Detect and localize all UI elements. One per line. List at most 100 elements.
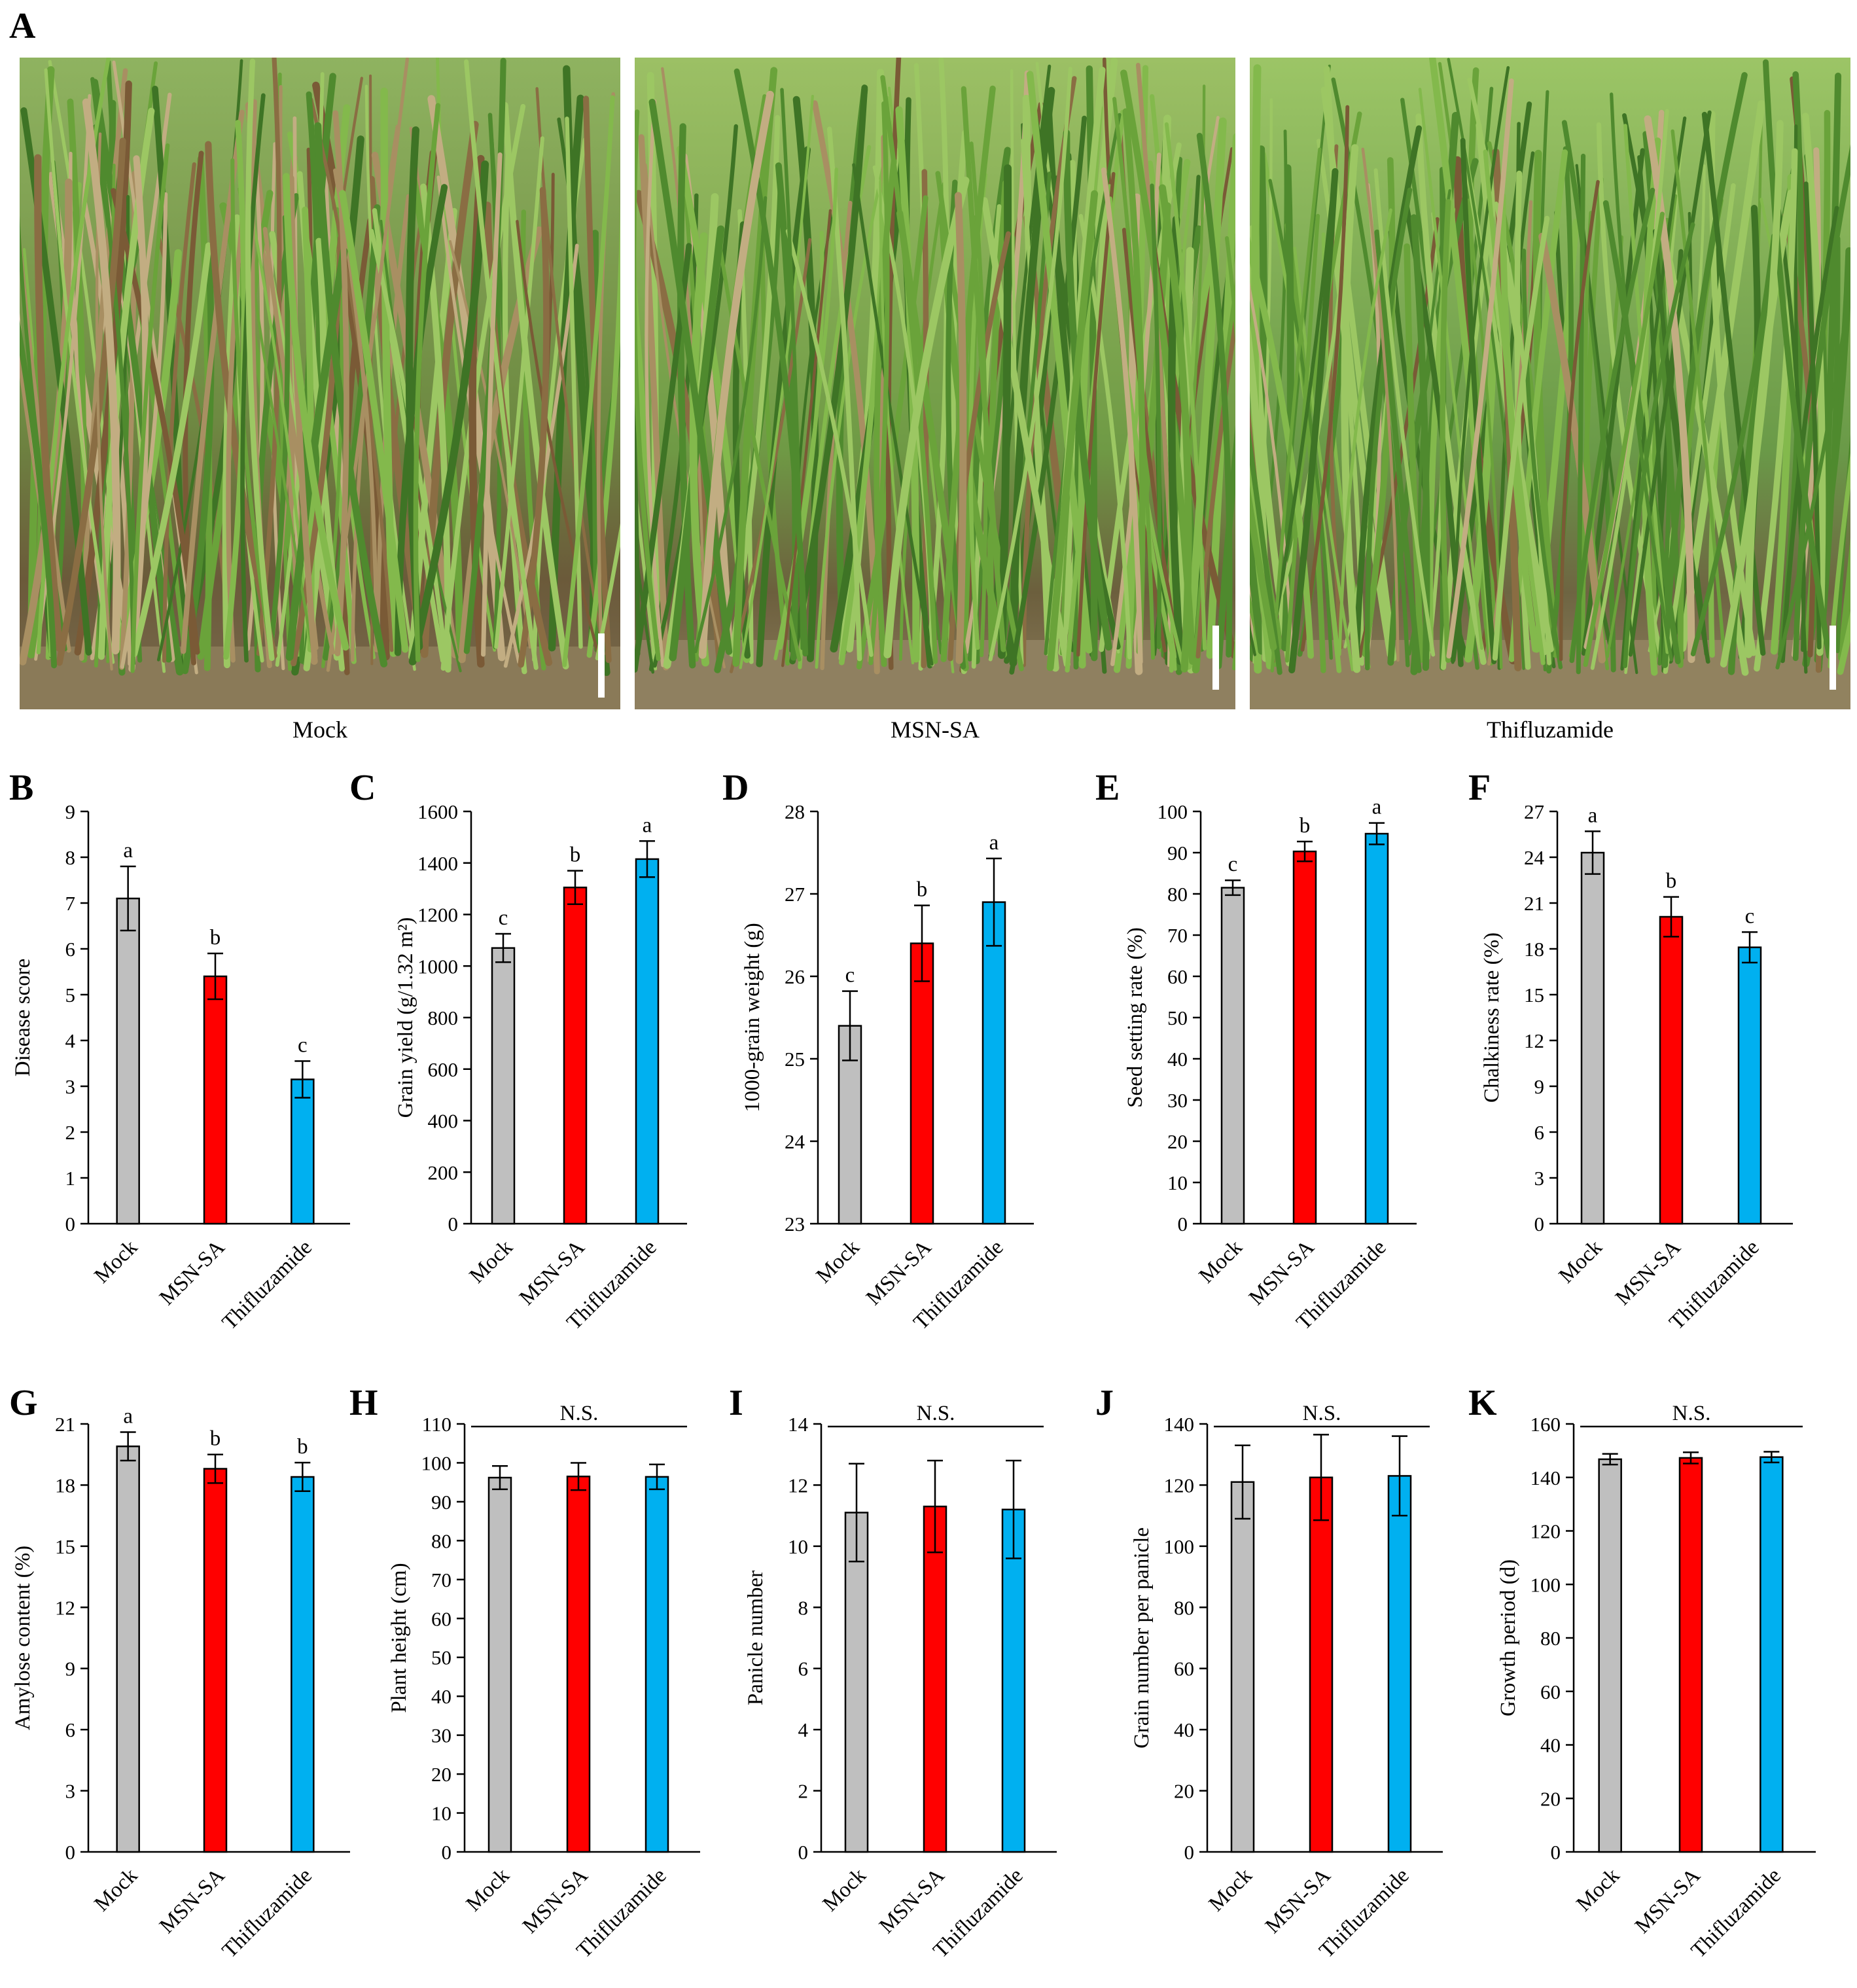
y-tick-label: 30 xyxy=(431,1724,451,1747)
rice-leaf xyxy=(1802,113,1826,656)
rice-leaf xyxy=(1661,72,1748,668)
rice-leaf xyxy=(635,380,641,656)
panel-label-a: A xyxy=(9,6,36,46)
rice-leaf xyxy=(785,228,874,657)
rice-leaf xyxy=(1775,273,1850,670)
panel-label: F xyxy=(1468,768,1491,808)
panel-label: K xyxy=(1468,1383,1497,1423)
panel-label: E xyxy=(1095,768,1120,808)
x-tick-label: Mock xyxy=(462,1864,514,1916)
rice-plants xyxy=(635,58,1235,675)
x-tick-label: Mock xyxy=(1205,1864,1257,1916)
panel-label: C xyxy=(349,768,376,808)
x-tick-label: Mock xyxy=(1555,1235,1607,1288)
rice-leaf xyxy=(1341,144,1361,673)
y-tick-label: 1 xyxy=(65,1167,76,1190)
y-tick-label: 18 xyxy=(55,1474,75,1497)
bar-msn-sa xyxy=(1292,850,1317,1225)
chart-1000-grain-weight: D 23 24 25 26 27 28 1000-grain weight (g) c Mock b… xyxy=(722,768,1034,1334)
y-tick-label: 7 xyxy=(65,892,76,915)
y-tick-label: 26 xyxy=(785,965,805,988)
rice-leaf xyxy=(502,102,569,669)
chart-chalkiness-rate: F 0 3 6 9 12 15 18 21 24 27 Chalkiness rate (%) a Moc… xyxy=(1468,768,1793,1334)
rice-leaf xyxy=(1124,202,1171,660)
significance-letter: a xyxy=(643,813,652,837)
rice-leaf xyxy=(1076,171,1116,657)
rice-leaf xyxy=(240,93,266,663)
rice-leaf xyxy=(1628,110,1712,657)
y-tick-label: 60 xyxy=(1174,1658,1194,1680)
y-tick-label: 0 xyxy=(65,1213,76,1235)
y-tick-label: 4 xyxy=(65,1029,76,1052)
rice-leaf xyxy=(638,134,669,671)
rice-leaf xyxy=(565,116,583,649)
y-tick-label: 400 xyxy=(428,1110,459,1133)
y-tick-label: 24 xyxy=(785,1130,805,1153)
y-tick-label: 30 xyxy=(1167,1089,1188,1112)
rice-leaf xyxy=(464,59,539,670)
y-tick-label: 80 xyxy=(431,1529,451,1552)
rice-leaf xyxy=(1150,183,1162,649)
bar-msn-sa xyxy=(566,1476,591,1853)
y-tick-label: 10 xyxy=(788,1535,808,1558)
y-tick-label: 3 xyxy=(1534,1167,1545,1190)
y-tick-label: 50 xyxy=(431,1646,451,1669)
y-tick-label: 140 xyxy=(1530,1466,1561,1489)
rice-leaf xyxy=(773,168,838,660)
bar-thifluzamide xyxy=(1364,832,1389,1225)
y-tick-label: 9 xyxy=(1534,1075,1545,1098)
y-tick-label: 6 xyxy=(65,938,76,961)
x-tick-label: Mock xyxy=(90,1235,142,1288)
rice-leaf xyxy=(535,87,605,656)
rice-leaf xyxy=(1215,425,1235,669)
ns-label: N.S. xyxy=(1303,1402,1341,1425)
y-axis-label: Seed setting rate (%) xyxy=(1123,927,1147,1108)
rice-leaf xyxy=(635,532,655,674)
ns-label: N.S. xyxy=(560,1402,599,1425)
y-tick-label: 60 xyxy=(1540,1680,1561,1703)
y-tick-label: 3 xyxy=(65,1780,76,1803)
x-tick-label: MSN-SA xyxy=(155,1235,230,1310)
bar-mock xyxy=(1598,1458,1622,1853)
rice-leaf xyxy=(586,200,620,658)
x-tick-label: Mock xyxy=(90,1864,142,1916)
y-axis-label: Growth period (d) xyxy=(1496,1559,1520,1716)
rice-leaf xyxy=(1451,66,1510,664)
significance-letter: b xyxy=(210,926,221,950)
rice-leaf xyxy=(1195,307,1235,659)
panel-label: H xyxy=(349,1383,378,1423)
y-tick-label: 15 xyxy=(1524,984,1544,1006)
rice-leaf xyxy=(1835,433,1850,654)
y-tick-label: 0 xyxy=(1184,1841,1195,1864)
rice-leaf xyxy=(1623,124,1670,654)
rice-leaf xyxy=(1337,208,1392,656)
y-tick-label: 70 xyxy=(431,1569,451,1591)
rice-leaf xyxy=(1492,215,1550,661)
rice-leaf xyxy=(1583,211,1665,667)
bar-mock xyxy=(116,897,140,1225)
y-tick-label: 27 xyxy=(1524,800,1544,823)
rice-leaf xyxy=(1446,78,1514,659)
ns-label: N.S. xyxy=(917,1402,955,1425)
rice-leaf xyxy=(90,77,136,666)
scale-bar xyxy=(1830,626,1836,690)
y-tick-label: 80 xyxy=(1540,1627,1561,1650)
y-tick-label: 1400 xyxy=(417,852,458,875)
y-axis-label: Chalkiness rate (%) xyxy=(1480,932,1504,1103)
y-tick-label: 70 xyxy=(1167,924,1188,947)
significance-letter: c xyxy=(1228,853,1238,876)
rice-leaf xyxy=(283,173,349,651)
bar-thifluzamide xyxy=(1760,1456,1784,1853)
bar-thifluzamide xyxy=(635,858,660,1225)
y-tick-label: 200 xyxy=(428,1161,459,1184)
rice-leaf xyxy=(1101,167,1143,665)
rice-leaf xyxy=(781,209,832,667)
rice-leaf xyxy=(1284,222,1326,673)
y-tick-label: 60 xyxy=(1167,965,1188,988)
y-tick-label: 28 xyxy=(785,800,805,823)
rice-leaf xyxy=(718,249,802,662)
x-tick-label: MSN-SA xyxy=(875,1864,949,1938)
bar-thifluzamide xyxy=(1387,1475,1412,1853)
chart-amylose-content: G 0 3 6 9 12 15 18 21 Amylose content (%) a Mock b MS… xyxy=(9,1383,350,1962)
rice-leaf xyxy=(1112,97,1156,660)
